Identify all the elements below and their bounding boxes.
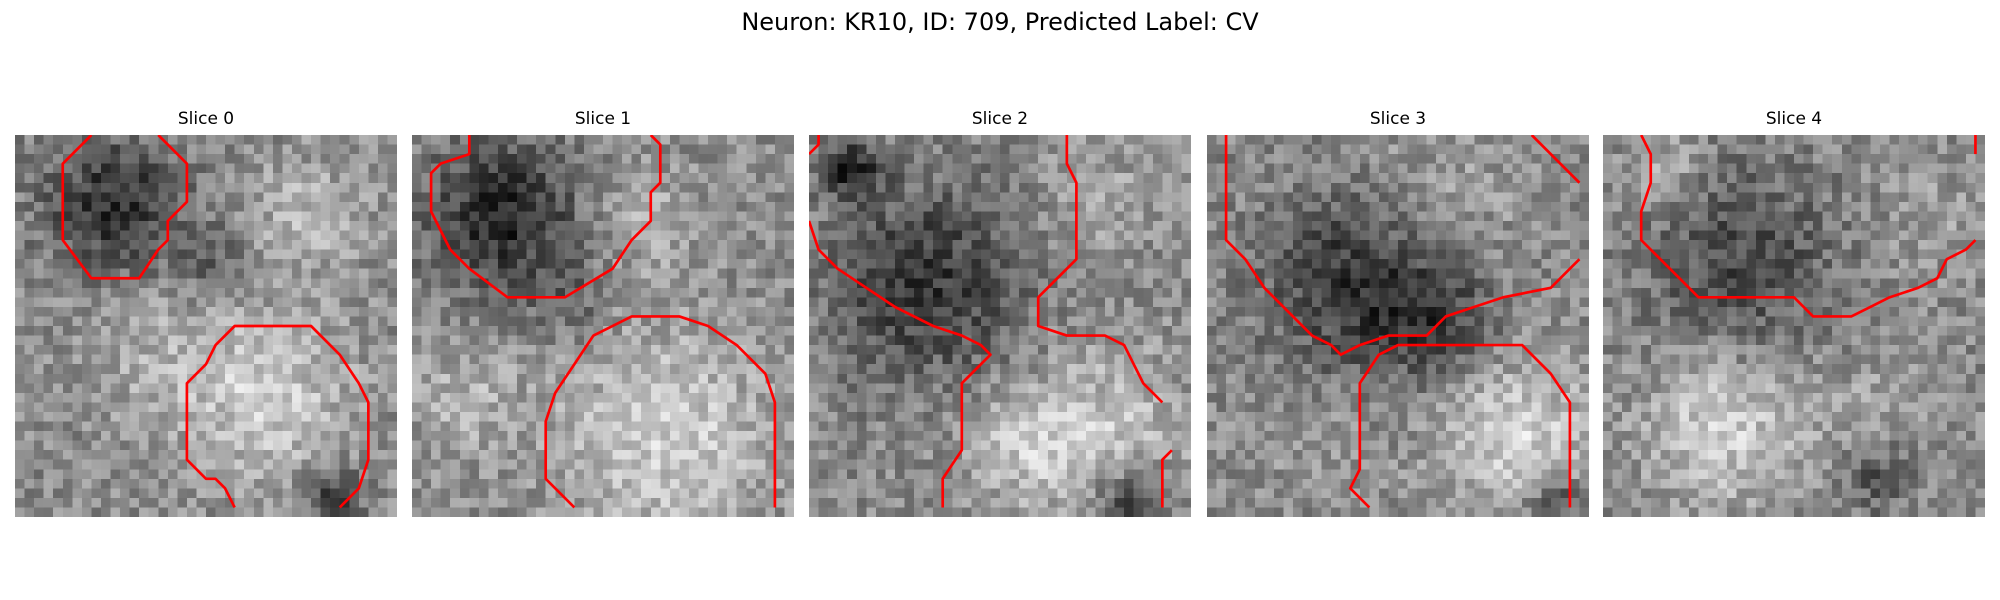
contour-line	[185, 324, 370, 509]
slice-3-image	[1207, 135, 1589, 517]
panel-title-slice-3: Slice 3	[1369, 109, 1427, 129]
grayscale-texture	[1207, 135, 1589, 517]
slice-2-image	[809, 135, 1191, 517]
contour-line	[809, 135, 820, 156]
grayscale-texture	[1603, 135, 1985, 517]
contour-line	[1161, 449, 1173, 508]
contour-line	[1348, 343, 1572, 509]
panel-title-slice-0: Slice 0	[177, 109, 235, 129]
contour-line	[1639, 135, 1977, 318]
slice-0-image	[15, 135, 397, 517]
figure-title: Neuron: KR10, ID: 709, Predicted Label: …	[741, 8, 1259, 36]
slice-1-image	[412, 135, 794, 517]
contour-line	[429, 135, 662, 299]
contour-line	[809, 220, 992, 508]
grayscale-texture	[809, 135, 1191, 517]
contour-line	[61, 135, 189, 280]
contour-line	[1036, 135, 1164, 404]
slice-4-image	[1603, 135, 1985, 517]
contour-line	[544, 315, 777, 509]
panel-title-slice-2: Slice 2	[971, 109, 1029, 129]
grayscale-texture	[15, 135, 397, 517]
contour-line	[1224, 135, 1581, 356]
grayscale-texture	[412, 135, 794, 517]
contour-line	[1530, 135, 1581, 184]
panel-title-slice-4: Slice 4	[1765, 109, 1823, 129]
panel-title-slice-1: Slice 1	[574, 109, 632, 129]
